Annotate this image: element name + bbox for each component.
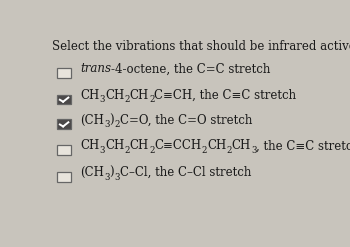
Bar	[57, 145, 71, 155]
Text: CH: CH	[105, 140, 124, 152]
Text: 3: 3	[104, 172, 110, 182]
Text: 3: 3	[251, 146, 257, 155]
Text: CH: CH	[232, 140, 251, 152]
Text: CH: CH	[80, 140, 100, 152]
Text: CH: CH	[130, 89, 149, 102]
Text: -4-octene, the C=C stretch: -4-octene, the C=C stretch	[111, 62, 271, 75]
Text: ): )	[110, 114, 114, 127]
Text: C≡CH, the C≡C stretch: C≡CH, the C≡C stretch	[154, 89, 296, 102]
Text: 3: 3	[104, 120, 110, 129]
Text: CH: CH	[207, 140, 226, 152]
Text: CH: CH	[130, 140, 149, 152]
Text: 2: 2	[226, 146, 232, 155]
Text: 3: 3	[100, 96, 105, 104]
Text: (CH: (CH	[80, 114, 104, 127]
Bar	[57, 95, 71, 104]
Text: C=O, the C=O stretch: C=O, the C=O stretch	[120, 114, 252, 127]
Text: 3: 3	[100, 146, 105, 155]
Bar	[57, 172, 71, 182]
Text: Select the vibrations that should be infrared active.: Select the vibrations that should be inf…	[52, 40, 350, 53]
Text: C≡CCH: C≡CCH	[154, 140, 202, 152]
Bar	[57, 119, 71, 129]
Text: CH: CH	[80, 89, 100, 102]
Text: 2: 2	[124, 146, 130, 155]
Text: trans: trans	[80, 62, 111, 75]
Bar	[57, 68, 71, 78]
Text: C–Cl, the C–Cl stretch: C–Cl, the C–Cl stretch	[120, 166, 251, 179]
Text: 3: 3	[114, 172, 120, 182]
Text: 2: 2	[149, 96, 154, 104]
Text: CH: CH	[105, 89, 124, 102]
Text: (CH: (CH	[80, 166, 104, 179]
Text: 2: 2	[114, 120, 120, 129]
Text: ): )	[110, 166, 114, 179]
Text: , the C≡C stretch: , the C≡C stretch	[257, 140, 350, 152]
Text: 2: 2	[202, 146, 207, 155]
Text: 2: 2	[124, 96, 130, 104]
Text: 2: 2	[149, 146, 154, 155]
